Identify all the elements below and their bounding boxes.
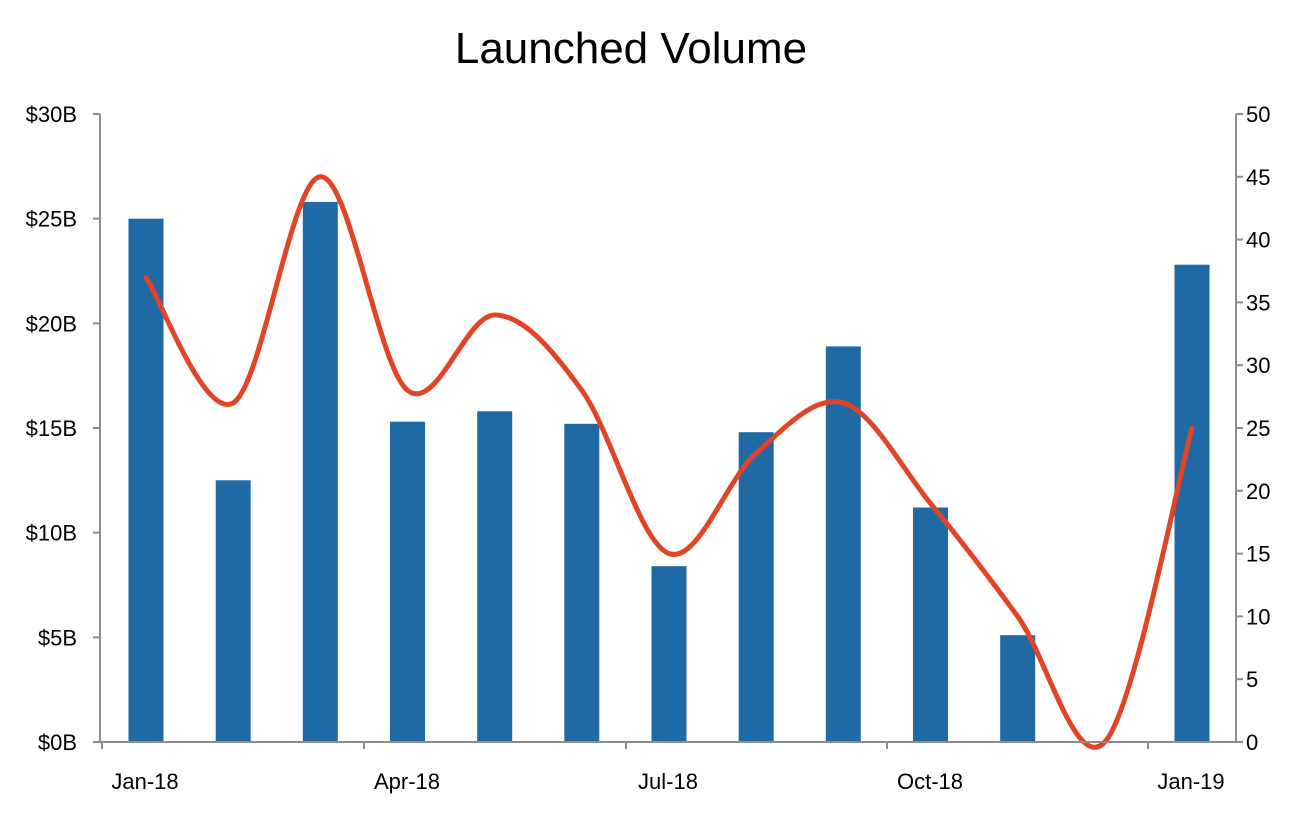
left-tick-label: $15B	[26, 416, 77, 441]
right-tick-label: 25	[1246, 416, 1270, 441]
x-tick-label: Jan-19	[1157, 769, 1224, 794]
bar-nov-18	[1000, 635, 1036, 742]
bar-jan-18	[128, 218, 164, 742]
axes-layer: $0B $5B $10B $15B $20B $25B $30B 0 5 10 15 20 25 30 35…	[26, 102, 1271, 794]
chart-title: Launched Volume	[455, 24, 807, 73]
series-line	[143, 174, 1195, 750]
x-tick-label: Jul-18	[638, 769, 698, 794]
bar-oct-18	[913, 507, 948, 742]
right-tick-label: 20	[1246, 479, 1270, 504]
bar-mar-18	[302, 201, 338, 742]
left-tick-label: $30B	[26, 102, 77, 127]
left-tick-label: $20B	[26, 311, 77, 336]
x-tick-label: Apr-18	[374, 769, 440, 794]
right-tick-label: 35	[1246, 290, 1270, 315]
line-layer	[143, 174, 1195, 750]
bar-jan-19	[1174, 264, 1210, 742]
left-tick-label: $10B	[26, 521, 77, 546]
left-tick-label: $0B	[38, 730, 77, 755]
bar-jun-18	[564, 423, 600, 742]
right-tick-label: 5	[1246, 667, 1258, 692]
bar-sep-18	[825, 346, 861, 742]
bar-apr-18	[390, 421, 425, 742]
bar-aug-18	[738, 432, 774, 742]
left-tick-label: $25B	[26, 207, 77, 232]
bar-feb-18	[215, 480, 251, 742]
x-tick-label: Jan-18	[111, 769, 178, 794]
right-tick-label: 45	[1246, 165, 1270, 190]
left-tick-label: $5B	[38, 625, 77, 650]
bar-jul-18	[651, 566, 687, 742]
bar-may-18	[477, 411, 513, 742]
bars-layer	[128, 201, 1210, 742]
right-tick-label: 15	[1246, 542, 1270, 567]
right-tick-label: 50	[1246, 102, 1270, 127]
right-tick-label: 10	[1246, 604, 1270, 629]
right-tick-label: 0	[1246, 730, 1258, 755]
right-tick-label: 40	[1246, 228, 1270, 253]
x-tick-label: Oct-18	[897, 769, 963, 794]
right-tick-label: 30	[1246, 353, 1270, 378]
